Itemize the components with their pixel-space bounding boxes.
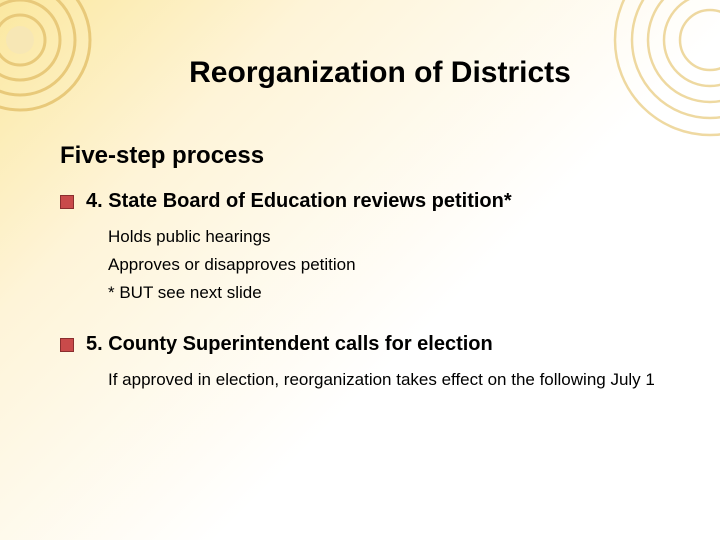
sub-list: Holds public hearings Approves or disapp… xyxy=(108,223,660,307)
sub-item: * BUT see next slide xyxy=(108,279,660,307)
slide-subtitle: Five-step process xyxy=(60,142,660,170)
sub-list: If approved in election, reorganization … xyxy=(108,366,660,394)
list-item: 5. County Superintendent calls for elect… xyxy=(60,333,660,394)
list-item-head: 5. County Superintendent calls for elect… xyxy=(60,333,660,356)
sub-item: Holds public hearings xyxy=(108,223,660,251)
list-item-head: 4. State Board of Education reviews peti… xyxy=(60,190,660,213)
list-item: 4. State Board of Education reviews peti… xyxy=(60,190,660,307)
slide-container: Reorganization of Districts Five-step pr… xyxy=(0,0,720,540)
square-bullet-icon xyxy=(60,338,74,352)
slide-title: Reorganization of Districts xyxy=(100,56,660,90)
list-item-heading: 5. County Superintendent calls for elect… xyxy=(86,333,493,356)
square-bullet-icon xyxy=(60,195,74,209)
sub-item: If approved in election, reorganization … xyxy=(108,366,660,394)
list-item-heading: 4. State Board of Education reviews peti… xyxy=(86,190,512,213)
sub-item: Approves or disapproves petition xyxy=(108,251,660,279)
